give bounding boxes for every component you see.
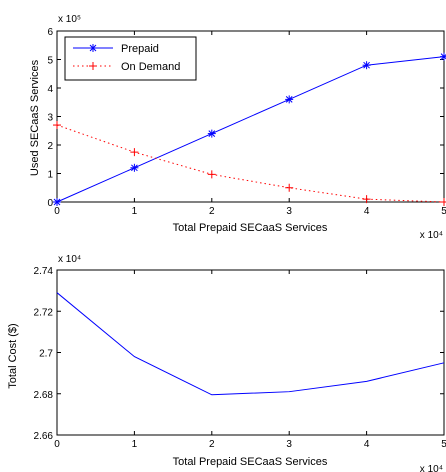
series-line-prepaid: [56, 56, 445, 203]
y-axis-label: Used SECaaS Services: [29, 59, 41, 176]
y-tick-label: 0: [47, 198, 53, 209]
x-tick-label: 1: [132, 439, 138, 450]
legend-plus-marker: [89, 62, 97, 70]
y-tick-label: 1: [47, 170, 53, 181]
x-tick-label: 4: [364, 206, 370, 217]
y-axis-label: Total Cost ($): [7, 323, 19, 388]
y-tick-label: 4: [47, 84, 53, 95]
legend-label: Prepaid: [121, 43, 159, 55]
chart-total-cost: x 10⁴ Total Cost ($) Total Prepaid SECaa…: [7, 254, 446, 472]
data-point-plus: [285, 183, 294, 192]
y-tick-label: 6: [47, 27, 53, 38]
y-tick-label: 2.74: [34, 266, 54, 277]
data-point-star: [130, 163, 139, 172]
x-tick-label: 0: [54, 439, 60, 450]
y-multiplier-label: x 10⁴: [58, 254, 81, 265]
x-tick-label: 3: [286, 206, 292, 217]
x-tick-label: 2: [209, 206, 215, 217]
x-multiplier-label: x 10⁴: [420, 464, 443, 472]
x-axis-label: Total Prepaid SECaaS Services: [173, 456, 328, 468]
x-tick-label: 2: [209, 439, 215, 450]
y-tick-label: 5: [47, 56, 53, 67]
y-tick-label: 2.66: [34, 431, 54, 442]
data-point-plus: [130, 148, 139, 157]
x-tick-label: 0: [54, 206, 60, 217]
y-tick-label: 3: [47, 113, 53, 124]
axes-box: [56, 269, 445, 436]
x-tick-label: 3: [286, 439, 292, 450]
data-point-star: [440, 52, 446, 61]
legend-label: On Demand: [121, 61, 180, 73]
x-multiplier-label: x 10⁴: [420, 230, 443, 241]
data-point-star: [207, 129, 216, 138]
y-tick-label: 2.68: [34, 390, 54, 401]
y-multiplier-label: x 10⁵: [58, 14, 81, 25]
y-tick-label: 2.7: [39, 349, 53, 360]
data-point-plus: [362, 195, 371, 204]
x-tick-label: 5: [441, 439, 446, 450]
data-point-star: [362, 61, 371, 70]
y-tick-label: 2: [47, 141, 53, 152]
x-tick-label: 4: [364, 439, 370, 450]
y-tick-label: 2.72: [34, 307, 54, 318]
data-point-star: [285, 95, 294, 104]
series-line-on-demand: [56, 124, 445, 203]
data-point-plus: [440, 198, 446, 206]
data-point-plus: [53, 121, 61, 130]
legend-box: [64, 36, 197, 81]
x-tick-label: 1: [132, 206, 138, 217]
chart-used-services: x 10⁵ Used SECaaS Services Total Prepaid…: [29, 14, 446, 241]
data-point-star: [53, 198, 61, 206]
x-tick-label: 5: [441, 206, 446, 217]
data-point-plus: [207, 170, 216, 179]
x-axis-label: Total Prepaid SECaaS Services: [173, 222, 328, 234]
legend-star-marker: [89, 44, 97, 52]
series-line-0: [56, 292, 445, 396]
